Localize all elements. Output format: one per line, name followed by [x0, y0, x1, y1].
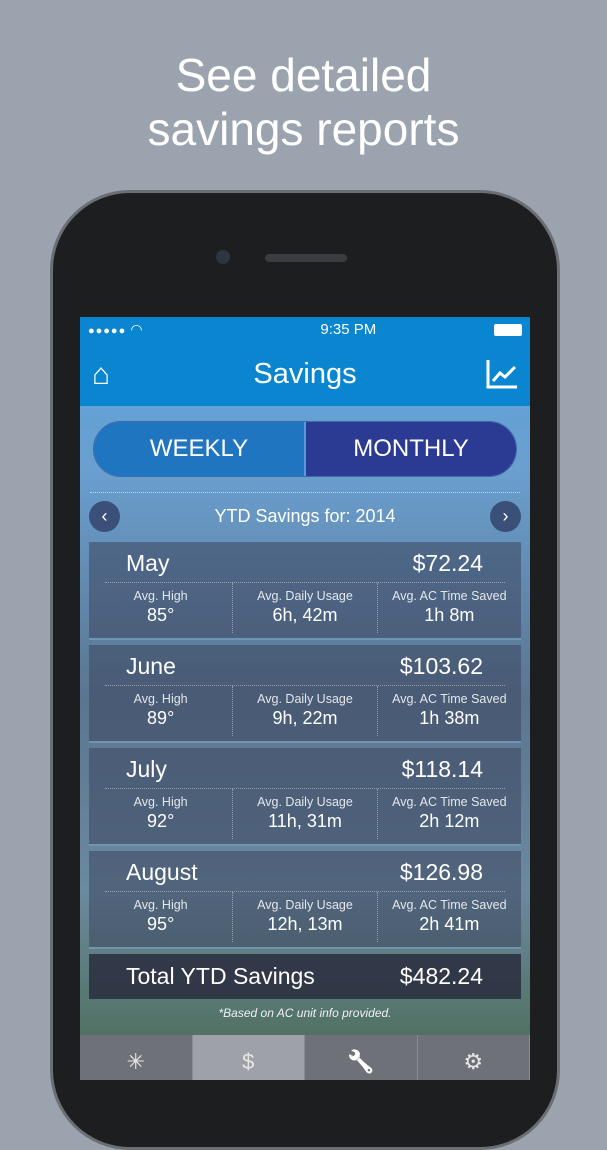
tab-settings[interactable]: ⚙ [418, 1035, 530, 1080]
avg-high: Avg. High 92° [89, 789, 234, 839]
month-amount: $103.62 [399, 653, 483, 679]
avg-daily-usage: Avg. Daily Usage 11h, 31m [233, 789, 378, 839]
total-amount: $482.24 [399, 963, 483, 989]
stat-label: Avg. High [133, 795, 188, 809]
divider [105, 582, 505, 583]
sparkle-icon: ✳ [126, 1049, 145, 1074]
avg-high: Avg. High 95° [89, 892, 234, 942]
total-label: Total YTD Savings [126, 963, 315, 989]
stat-value: 1h 38m [419, 708, 480, 728]
stat-value: 6h, 42m [272, 605, 338, 625]
divider [105, 788, 505, 789]
stat-value: 85° [147, 605, 175, 625]
divider [105, 891, 505, 892]
prev-year-button[interactable]: ‹ [89, 501, 120, 532]
month-name: May [126, 550, 170, 576]
app-screen: ●●●●● ︎◠ 9:35 PM ⌂ Savings WEEKLY MONTHL… [80, 317, 530, 1080]
page-title: Savings [253, 357, 357, 390]
ytd-label: YTD Savings for: 2014 [214, 505, 396, 526]
speaker [265, 254, 347, 262]
stat-label: Avg. High [133, 589, 188, 603]
headline-line-2: savings reports [147, 103, 460, 155]
month-card[interactable]: June $103.62 Avg. High 89° Avg. Daily Usag… [89, 645, 521, 743]
avg-ac-time-saved: Avg. AC Time Saved 1h 8m [378, 583, 521, 633]
stat-label: Avg. High [133, 898, 188, 912]
tab-tools[interactable]: 🔧 [305, 1035, 418, 1080]
divider [105, 685, 505, 686]
wifi-icon: ︎◠ [130, 321, 143, 337]
stat-label: Avg. Daily Usage [257, 589, 353, 603]
total-ytd-row: Total YTD Savings $482.24 [89, 954, 521, 999]
stat-value: 2h 12m [419, 811, 480, 831]
divider [90, 492, 520, 493]
wrench-icon: 🔧 [347, 1049, 375, 1074]
ytd-header: ‹ YTD Savings for: 2014 › [80, 500, 530, 532]
gear-icon: ⚙ [463, 1049, 484, 1074]
avg-ac-time-saved: Avg. AC Time Saved 2h 12m [378, 789, 521, 839]
stat-value: 89° [147, 708, 175, 728]
avg-daily-usage: Avg. Daily Usage 12h, 13m [233, 892, 378, 942]
stat-value: 2h 41m [419, 914, 480, 934]
stat-value: 11h, 31m [268, 811, 342, 831]
avg-daily-usage: Avg. Daily Usage 6h, 42m [233, 583, 378, 633]
avg-ac-time-saved: Avg. AC Time Saved 2h 41m [378, 892, 521, 942]
stat-label: Avg. Daily Usage [257, 898, 353, 912]
month-amount: $126.98 [399, 859, 483, 885]
dollar-icon: $ [242, 1049, 255, 1074]
month-amount: $72.24 [412, 550, 483, 576]
battery-icon [494, 323, 522, 336]
stat-value: 1h 8m [424, 605, 475, 625]
period-toggle: WEEKLY MONTHLY [93, 421, 517, 477]
avg-high: Avg. High 85° [89, 583, 234, 633]
avg-daily-usage: Avg. Daily Usage 9h, 22m [233, 686, 378, 736]
tab-monthly[interactable]: MONTHLY [306, 422, 516, 476]
camera [216, 250, 230, 264]
tab-sparkle[interactable]: ✳ [80, 1035, 193, 1080]
stat-label: Avg. AC Time Saved [392, 692, 507, 706]
stat-label: Avg. AC Time Saved [392, 589, 507, 603]
line-chart-icon[interactable] [486, 359, 518, 389]
month-card[interactable]: August $126.98 Avg. High 95° Avg. Daily Us… [89, 851, 521, 949]
promo-headline: See detailed savings reports [0, 48, 607, 156]
month-name: July [126, 756, 167, 782]
nav-bar: ⌂ Savings [80, 342, 530, 406]
footnote: *Based on AC unit info provided. [218, 1006, 392, 1020]
stat-value: 92° [147, 811, 175, 831]
stat-value: 95° [147, 914, 175, 934]
stat-label: Avg. AC Time Saved [392, 795, 507, 809]
month-card[interactable]: July $118.14 Avg. High 92° Avg. Daily Usag… [89, 748, 521, 846]
tab-savings[interactable]: $ [192, 1035, 305, 1080]
month-name: August [126, 859, 198, 885]
stat-label: Avg. Daily Usage [257, 692, 353, 706]
month-card[interactable]: May $72.24 Avg. High 85° Avg. Daily Usage 6… [89, 542, 521, 640]
signal-icon: ●●●●● ︎◠ [88, 321, 143, 337]
stat-label: Avg. High [133, 692, 188, 706]
next-year-button[interactable]: › [490, 501, 521, 532]
status-time: 9:35 PM [320, 321, 377, 338]
home-icon[interactable]: ⌂ [92, 358, 111, 391]
stat-value: 9h, 22m [272, 708, 338, 728]
stat-label: Avg. Daily Usage [257, 795, 353, 809]
stat-value: 12h, 13m [267, 914, 343, 934]
avg-high: Avg. High 89° [89, 686, 234, 736]
stat-label: Avg. AC Time Saved [392, 898, 507, 912]
headline-line-1: See detailed [175, 49, 432, 101]
month-name: June [126, 653, 176, 679]
month-amount: $118.14 [401, 756, 483, 782]
status-bar: ●●●●● ︎◠ 9:35 PM [80, 317, 530, 342]
tab-weekly[interactable]: WEEKLY [94, 422, 306, 476]
tab-bar: ✳ $ 🔧 ⚙ [80, 1035, 530, 1080]
avg-ac-time-saved: Avg. AC Time Saved 1h 38m [378, 686, 521, 736]
